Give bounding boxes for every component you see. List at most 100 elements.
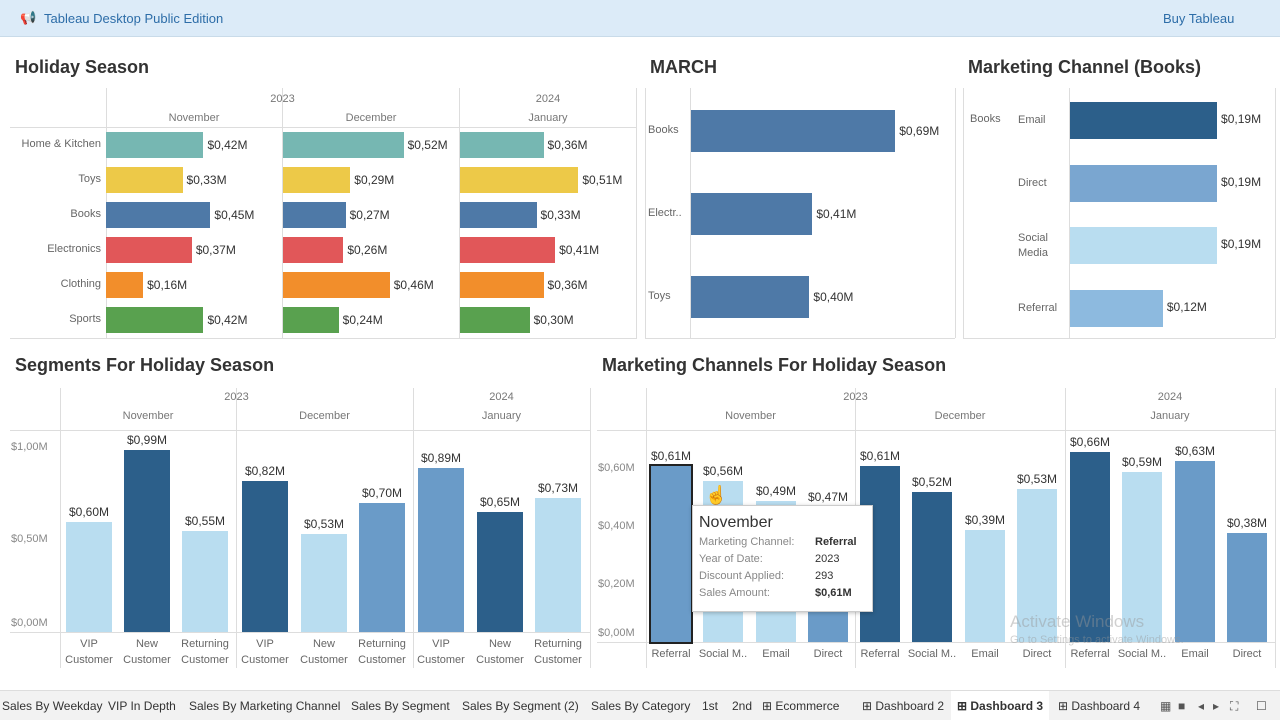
sheet-tab[interactable]: ⊞ Dashboard 4	[1058, 691, 1140, 721]
x-category-label: Direct	[1022, 648, 1052, 660]
bar[interactable]	[460, 237, 556, 263]
bar[interactable]	[283, 202, 346, 228]
baseline	[597, 642, 1275, 643]
x-category-label: Social M..	[907, 648, 957, 660]
sheet-tab[interactable]: Sales By Category	[591, 691, 690, 721]
bar[interactable]	[460, 307, 530, 333]
data-label: $0,36M	[547, 138, 588, 152]
y-tick-label: $0,60M	[598, 462, 635, 474]
bar[interactable]	[283, 272, 390, 298]
sheet-tab[interactable]: Sales By Segment	[351, 691, 450, 721]
top-bar: 📢 Tableau Desktop Public Edition Buy Tab…	[0, 0, 1280, 37]
bar[interactable]	[1070, 227, 1218, 264]
data-label: $0,42M	[207, 313, 248, 327]
sheet-tab[interactable]: 1st	[702, 691, 718, 721]
divider	[963, 338, 1275, 339]
tab-label: Sales By Marketing Channel	[189, 699, 341, 713]
bar[interactable]	[106, 272, 144, 298]
bar[interactable]	[106, 132, 204, 158]
sheet-tab[interactable]: Sales By Weekday	[2, 691, 103, 721]
sheet-tab[interactable]: 2nd	[732, 691, 752, 721]
data-label: $0,89M	[420, 451, 462, 466]
month-header: December	[934, 410, 986, 422]
data-label: $0,63M	[1174, 443, 1216, 458]
x-category-label: Returning Customer	[534, 638, 582, 666]
bar[interactable]	[1070, 451, 1110, 642]
divider	[1275, 388, 1276, 668]
bar[interactable]	[359, 503, 405, 632]
bar[interactable]	[106, 202, 211, 228]
megaphone-icon: 📢	[20, 10, 37, 25]
x-category-label: Email	[971, 648, 999, 660]
sheet-tab[interactable]: ⊞ Dashboard 3	[951, 691, 1050, 721]
next-sheet-icon[interactable]: ▸	[1213, 699, 1220, 713]
bar[interactable]	[1070, 165, 1218, 202]
category-label: Books	[70, 208, 101, 220]
divider	[963, 88, 964, 338]
x-category-label: Referral	[860, 648, 900, 660]
sheet-tab[interactable]: ⊞ Ecommerce	[762, 691, 839, 721]
bar[interactable]	[1227, 532, 1267, 642]
bar[interactable]	[460, 272, 544, 298]
divider	[282, 88, 283, 338]
grid-view-icon[interactable]: ▦	[1160, 699, 1172, 713]
sheet-tab[interactable]: ⊞ Dashboard 2	[862, 691, 944, 721]
sheet-tab[interactable]: VIP In Depth	[108, 691, 176, 721]
divider	[690, 88, 691, 338]
bar[interactable]	[1175, 460, 1215, 642]
bar[interactable]	[1070, 290, 1163, 327]
filmstrip-icon[interactable]: ■	[1178, 699, 1186, 713]
month-header: December	[299, 410, 350, 422]
bar[interactable]	[106, 167, 183, 193]
bar[interactable]	[691, 193, 813, 235]
bar[interactable]	[106, 307, 204, 333]
fullscreen-icon[interactable]: ⛶	[1230, 699, 1239, 713]
bar[interactable]	[477, 512, 523, 632]
bar[interactable]	[460, 202, 537, 228]
bar[interactable]	[283, 307, 339, 333]
bar[interactable]	[182, 530, 228, 632]
bar[interactable]	[66, 521, 112, 632]
bar[interactable]	[418, 468, 464, 632]
tab-label: Sales By Weekday	[2, 699, 103, 713]
bar[interactable]	[460, 132, 544, 158]
data-label: $0,38M	[1226, 515, 1268, 530]
bar[interactable]	[283, 132, 404, 158]
bar[interactable]	[1070, 102, 1218, 139]
year-header: 2024	[489, 391, 514, 403]
bar[interactable]	[1017, 489, 1057, 642]
x-category-label: New Customer	[476, 638, 524, 666]
x-category-label: Email	[762, 648, 790, 660]
bar[interactable]	[124, 449, 170, 632]
bar[interactable]	[691, 110, 896, 152]
y-tick-label: $0,20M	[598, 578, 635, 590]
x-category-label: Direct	[1232, 648, 1262, 660]
tab-label: Sales By Segment	[351, 699, 450, 713]
data-label: $0,26M	[347, 243, 388, 257]
bar[interactable]	[649, 464, 693, 644]
bar[interactable]	[283, 237, 344, 263]
bar[interactable]	[301, 534, 347, 632]
prev-sheet-icon[interactable]: ◂	[1198, 699, 1205, 713]
bar[interactable]	[283, 167, 351, 193]
bar[interactable]	[242, 481, 288, 632]
y-tick-label: $1,00M	[11, 441, 48, 453]
divider	[590, 388, 591, 668]
bar[interactable]	[106, 237, 192, 263]
x-category-label: Returning Customer	[181, 638, 229, 666]
bar[interactable]	[965, 529, 1005, 642]
bar[interactable]	[1122, 472, 1162, 642]
divider	[60, 388, 61, 668]
buy-tableau-link[interactable]: Buy Tableau	[1163, 11, 1235, 26]
sheet-tab[interactable]: Sales By Marketing Channel	[189, 691, 340, 721]
presentation-icon[interactable]: ☐	[1256, 699, 1267, 713]
bar[interactable]	[460, 167, 579, 193]
divider	[1069, 88, 1070, 338]
data-label: $0,29M	[354, 173, 395, 187]
data-label: $0,55M	[184, 513, 226, 528]
sheet-tab[interactable]: Sales By Segment (2)	[462, 691, 579, 721]
bar[interactable]	[535, 497, 581, 632]
data-label: $0,24M	[342, 313, 383, 327]
bar[interactable]	[691, 276, 810, 318]
bar[interactable]	[912, 492, 952, 642]
